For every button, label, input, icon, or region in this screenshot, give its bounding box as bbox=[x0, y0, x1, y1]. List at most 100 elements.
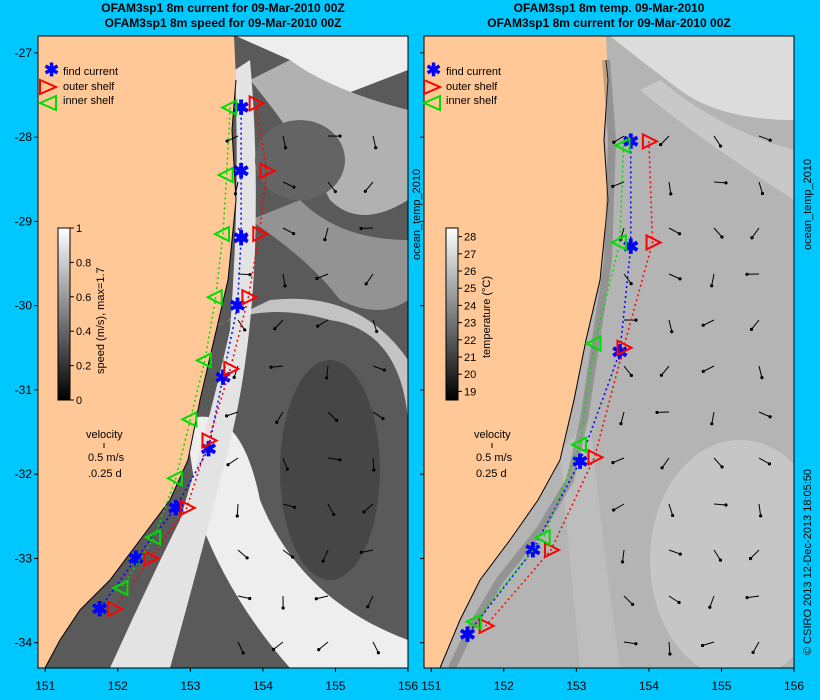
left-velocity-arrowhead bbox=[269, 365, 273, 369]
right-find_current-track bbox=[466, 141, 632, 635]
left-velocity-arrowhead bbox=[232, 375, 236, 379]
left-colorbar-tick-label: 1 bbox=[76, 223, 82, 235]
right-velocity-arrow bbox=[668, 273, 681, 280]
left-velocity-arrow bbox=[372, 457, 375, 471]
left-outer-shelf-marker bbox=[143, 549, 161, 568]
left-find-current-marker: ✱ bbox=[233, 228, 250, 250]
right-velocity-arrowhead bbox=[768, 138, 772, 142]
right-velocity-arrowhead bbox=[677, 232, 682, 236]
right-colorbar-label: temperature (°C) bbox=[481, 276, 493, 358]
left-velocity-arrowhead bbox=[226, 463, 230, 467]
left-outer-shelf-marker bbox=[252, 225, 270, 243]
right-velocity-arrow bbox=[751, 319, 760, 330]
left-legend: ✱ find current outer shelf inner shelf bbox=[37, 60, 118, 112]
right-velocity-arrow bbox=[713, 227, 723, 238]
right-inner-shelf-marker bbox=[584, 334, 602, 353]
left-velocity-arrow bbox=[237, 595, 250, 599]
left-colorbar-tick-label: 0.2 bbox=[76, 361, 91, 373]
right-x-tick-label: 156 bbox=[784, 679, 804, 693]
left-velocity-arrow bbox=[237, 549, 248, 559]
right-find-current-marker: ✱ bbox=[459, 624, 476, 646]
left-velocity-arrowhead bbox=[338, 134, 342, 138]
right-outer-shelf-marker bbox=[478, 617, 496, 635]
left-outer-shelf-marker bbox=[201, 431, 219, 450]
right-velocity-arrow bbox=[751, 227, 760, 239]
right-velocity-arrow bbox=[612, 457, 625, 464]
right-velocity-arrow bbox=[702, 319, 715, 326]
left-inner-shelf-marker bbox=[165, 469, 183, 488]
right-velocity-arrowhead bbox=[701, 369, 705, 373]
right-velocity-arrow bbox=[713, 503, 726, 506]
right-velocity-arrow bbox=[620, 411, 625, 424]
left-velocity-arrowhead bbox=[292, 231, 296, 236]
right-outer-shelf-marker bbox=[543, 541, 562, 559]
right-velocity-arrowhead bbox=[612, 140, 616, 144]
right-velocity-arrow bbox=[713, 549, 721, 561]
left-colorbar-label: speed (m/s), max=1.7 bbox=[95, 267, 107, 374]
left-velocity-arrow bbox=[364, 181, 374, 192]
right-colorbar-tick-label: 20 bbox=[464, 369, 476, 381]
right-velocity-key-title: velocity bbox=[474, 429, 511, 441]
right-outer-shelf-marker bbox=[587, 448, 605, 466]
right-velocity-arrowhead bbox=[669, 192, 673, 196]
right-velocity-arrowhead bbox=[678, 277, 682, 281]
right-x-tick-label: 152 bbox=[494, 679, 514, 693]
left-velocity-arrow bbox=[237, 273, 251, 276]
right-velocity-arrowhead bbox=[708, 605, 712, 609]
right-velocity-arrow bbox=[623, 595, 633, 605]
left-x-tick-label: 155 bbox=[325, 679, 345, 693]
right-velocity-arrows bbox=[611, 135, 772, 656]
right-shelf-band bbox=[448, 59, 617, 668]
right-find-current-marker: ✱ bbox=[622, 131, 639, 153]
left-velocity-arrowhead bbox=[292, 505, 297, 509]
right-x-tick-label: 154 bbox=[639, 679, 659, 693]
right-colorbar-tick-label: 28 bbox=[464, 232, 476, 244]
left-velocity-arrow bbox=[282, 181, 295, 188]
left-velocity-key: velocity 0.5 m/s .0.25 d bbox=[86, 429, 125, 480]
right-velocity-arrowhead bbox=[619, 422, 623, 426]
left-colorbar-tick-label: 0.8 bbox=[76, 257, 91, 269]
left-velocity-arrowhead bbox=[381, 416, 385, 421]
right-velocity-key-speed: 0.5 m/s bbox=[476, 452, 513, 464]
right-velocity-arrowhead bbox=[671, 513, 675, 518]
right-legend-outer-shelf: outer shelf bbox=[446, 81, 498, 93]
left-inner-shelf-marker bbox=[216, 166, 234, 184]
right-velocity-arrow bbox=[668, 181, 672, 194]
right-velocity-arrowhead bbox=[718, 144, 723, 148]
left-velocity-arrowhead bbox=[374, 146, 378, 150]
right-velocity-arrowhead bbox=[767, 462, 772, 466]
left-x-tick-label: 151 bbox=[35, 679, 55, 693]
left-velocity-arrow bbox=[372, 641, 379, 653]
right-velocity-arrow bbox=[747, 595, 760, 599]
left-velocity-arrow bbox=[365, 273, 374, 285]
left-velocity-arrow bbox=[327, 457, 340, 461]
right-velocity-arrow bbox=[668, 549, 681, 555]
left-velocity-arrowhead bbox=[285, 467, 289, 471]
left-speed-field bbox=[110, 36, 408, 668]
left-legend-star-icon: ✱ bbox=[44, 60, 59, 80]
right-x-tick-label: 151 bbox=[421, 679, 441, 693]
left-velocity-arrow bbox=[237, 641, 244, 654]
right-velocity-arrow bbox=[661, 457, 670, 469]
right-colorbar-ramp bbox=[445, 227, 459, 401]
right-x-tick-label: 155 bbox=[711, 679, 731, 693]
left-velocity-arrow bbox=[360, 227, 374, 230]
right-velocity-arrowhead bbox=[629, 373, 633, 378]
left-x-tick-label: 154 bbox=[253, 679, 273, 693]
right-velocity-arrow bbox=[713, 135, 721, 147]
left-velocity-arrow bbox=[324, 227, 329, 240]
left-title-line2: OFAM3sp1 8m speed for 09-Mar-2010 00Z bbox=[105, 16, 342, 30]
left-y-tick-label: -30 bbox=[15, 299, 33, 313]
left-velocity-arrow bbox=[363, 503, 374, 513]
left-velocity-arrow bbox=[227, 457, 239, 466]
left-velocity-arrowhead bbox=[363, 189, 367, 193]
right-colorbar-tick-label: 24 bbox=[464, 300, 476, 312]
left-velocity-arrowhead bbox=[366, 605, 370, 609]
right-velocity-arrow bbox=[711, 411, 715, 424]
right-velocity-arrow bbox=[613, 503, 625, 511]
left-inner-shelf-marker bbox=[194, 351, 212, 370]
left-legend-find-current: find current bbox=[63, 66, 118, 78]
right-velocity-arrowhead bbox=[629, 282, 633, 286]
left-velocity-arrow bbox=[316, 273, 329, 280]
